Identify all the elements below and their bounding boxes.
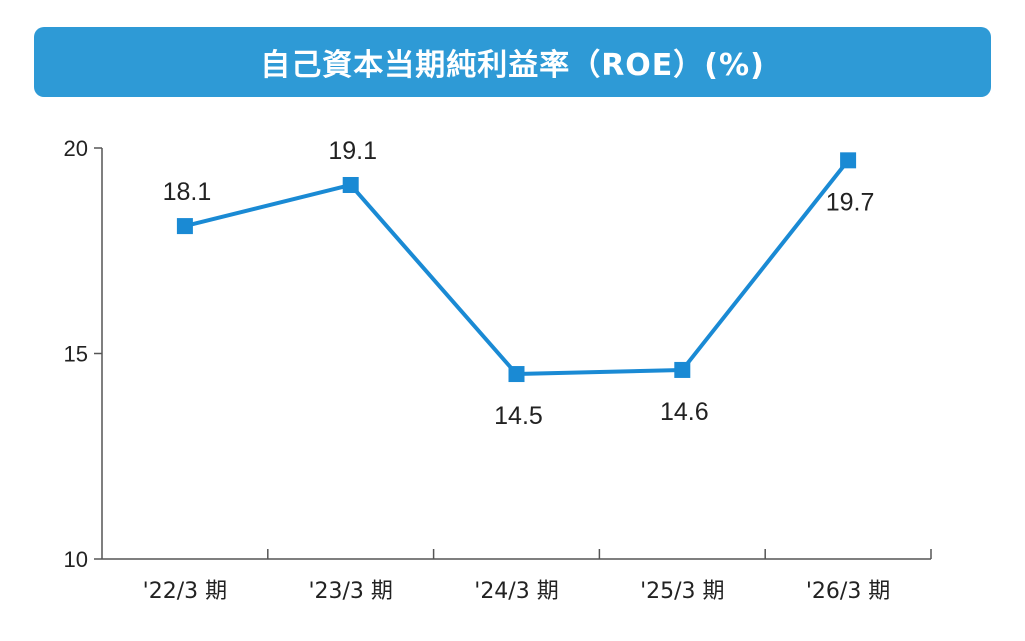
data-point-marker bbox=[176, 218, 193, 235]
x-tick-label: '25/3 期 bbox=[640, 579, 724, 604]
y-tick-label: 15 bbox=[64, 342, 88, 367]
data-label: 14.6 bbox=[660, 398, 709, 426]
data-label: 18.1 bbox=[163, 178, 212, 206]
x-tick-label: '23/3 期 bbox=[308, 579, 392, 604]
chart-title: 自己資本当期純利益率（ROE）(%) bbox=[260, 48, 765, 83]
series-layer bbox=[176, 152, 857, 383]
data-label: 14.5 bbox=[494, 402, 543, 430]
data-point-marker bbox=[840, 152, 857, 169]
y-tick-label: 20 bbox=[64, 136, 88, 161]
y-axis: 10 15 20 bbox=[64, 136, 103, 572]
y-tick-label: 10 bbox=[64, 547, 88, 572]
data-point-marker bbox=[508, 366, 525, 383]
label-layer: 18.1 19.1 14.5 14.6 19.7 bbox=[163, 137, 875, 430]
x-tick-label: '22/3 期 bbox=[143, 579, 227, 604]
data-label: 19.7 bbox=[826, 188, 875, 216]
series-line bbox=[184, 159, 850, 377]
x-tick-label: '26/3 期 bbox=[806, 579, 890, 604]
chart-title-banner: 自己資本当期純利益率（ROE）(%) bbox=[34, 27, 991, 97]
x-axis: '22/3 期 '23/3 期 '24/3 期 '25/3 期 '26/3 期 bbox=[102, 549, 932, 604]
x-tick-label: '24/3 期 bbox=[474, 579, 558, 604]
data-point-marker bbox=[342, 176, 359, 193]
data-label: 19.1 bbox=[328, 137, 377, 165]
data-point-marker bbox=[674, 361, 691, 378]
